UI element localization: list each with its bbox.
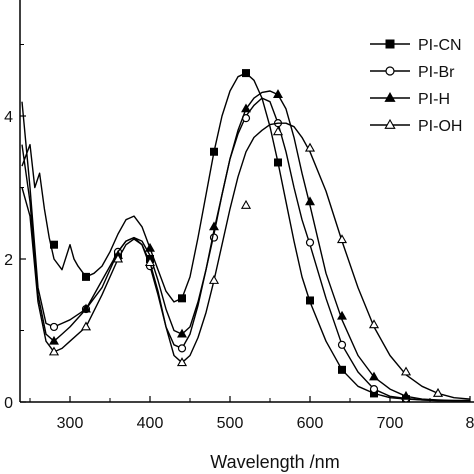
series-layer <box>21 69 471 402</box>
data-point <box>145 242 155 252</box>
x-tick-label: 600 <box>297 415 324 432</box>
data-point <box>369 371 379 381</box>
x-tick-label: 700 <box>377 415 404 432</box>
series-pi-h <box>21 89 470 402</box>
x-tick-label: 8 <box>466 415 474 432</box>
series-pi-br <box>21 97 470 402</box>
series-line <box>21 122 471 400</box>
data-point <box>144 257 156 267</box>
data-point <box>369 385 379 394</box>
data-point <box>210 147 218 156</box>
data-point <box>49 335 59 345</box>
legend: PI-CN PI-Br PI-H PI-OH <box>370 37 462 135</box>
legend-entry: PI-OH <box>370 118 462 135</box>
data-point <box>242 69 250 78</box>
data-point <box>81 303 91 313</box>
series-line <box>21 90 470 402</box>
data-point <box>82 272 90 281</box>
data-point <box>338 365 346 374</box>
data-point <box>400 366 412 376</box>
series-line <box>21 97 470 402</box>
x-tick-label: 500 <box>217 415 244 432</box>
data-point <box>336 234 348 244</box>
data-point <box>274 158 282 167</box>
legend-marker <box>384 118 396 129</box>
x-tick-label: 300 <box>57 415 84 432</box>
data-point <box>208 274 220 284</box>
legend-marker <box>384 91 396 102</box>
data-point <box>337 310 347 320</box>
legend-entry: PI-Br <box>370 64 455 81</box>
data-point <box>305 196 315 206</box>
data-point <box>401 390 411 400</box>
data-point <box>112 253 124 263</box>
data-point <box>368 319 380 329</box>
data-point <box>209 221 219 231</box>
data-point <box>304 142 316 152</box>
data-point <box>273 89 283 98</box>
data-point <box>48 346 60 356</box>
series-line <box>21 72 470 402</box>
data-point <box>306 296 314 305</box>
data-point <box>337 340 347 349</box>
y-tick-label: 2 <box>4 252 13 269</box>
data-point <box>241 103 251 113</box>
legend-marker <box>385 39 395 49</box>
data-point <box>305 238 315 247</box>
y-tick-label: 4 <box>4 109 13 126</box>
legend-marker <box>385 66 395 76</box>
data-point <box>80 321 92 331</box>
x-tick-label: 400 <box>137 415 164 432</box>
axes: 300 400 500 600 700 8 0 2 4 <box>4 0 474 432</box>
data-point <box>50 240 58 249</box>
data-point <box>178 294 186 303</box>
data-point <box>177 328 187 338</box>
legend-label: PI-CN <box>418 37 462 54</box>
legend-label: PI-OH <box>418 118 462 135</box>
legend-label: PI-Br <box>418 64 455 81</box>
data-point <box>240 199 252 209</box>
legend-entry: PI-CN <box>370 37 462 54</box>
data-point <box>176 357 188 367</box>
data-point <box>49 322 59 332</box>
x-axis-title: Wavelength /nm <box>210 452 339 472</box>
legend-entry: PI-H <box>370 91 450 108</box>
data-point <box>272 126 284 136</box>
legend-label: PI-H <box>418 91 450 108</box>
data-point <box>432 387 444 397</box>
data-point <box>177 344 187 353</box>
series-pi-oh <box>21 122 471 400</box>
y-tick-label: 0 <box>4 395 13 412</box>
